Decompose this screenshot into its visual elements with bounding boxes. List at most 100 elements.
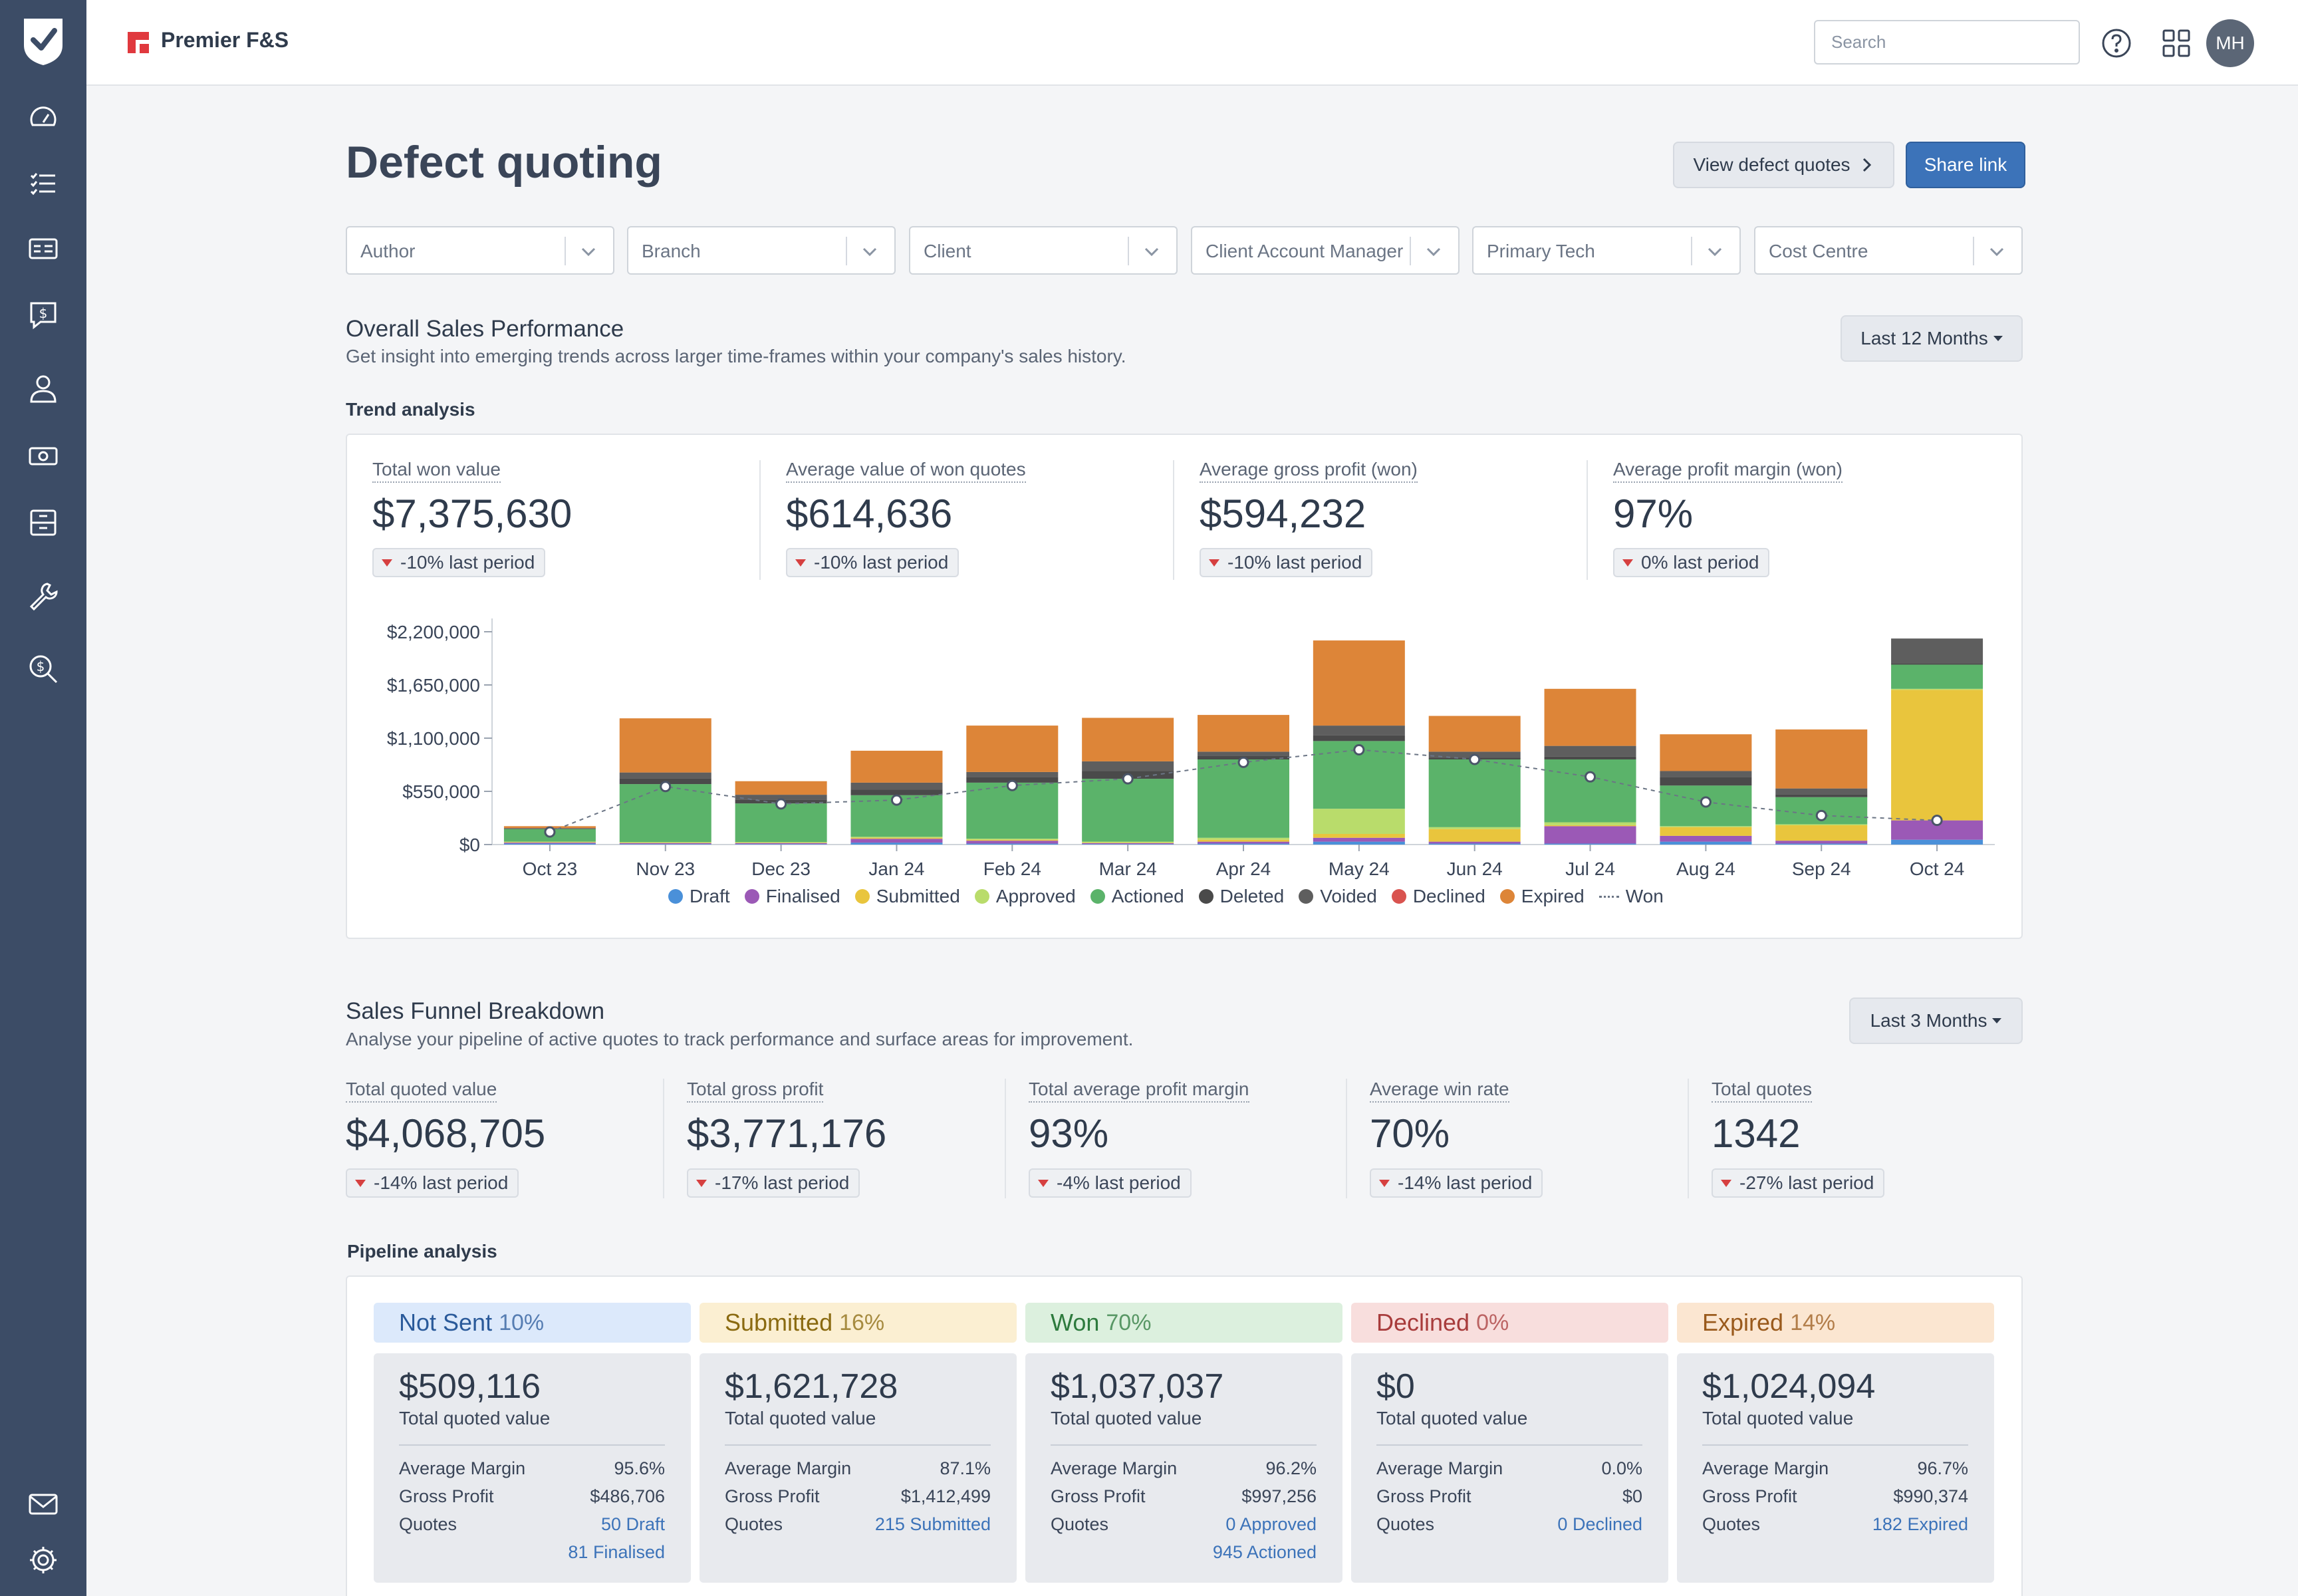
bar-segment [850,789,943,795]
kpi-change-badge: 0% last period [1613,548,1770,577]
quote-bubble-icon[interactable]: $ [26,298,61,332]
view-defect-quotes-button[interactable]: View defect quotes [1673,142,1894,188]
filter-select[interactable]: Client [909,226,1178,275]
kpi-change-text: -10% last period [1227,552,1362,573]
bar-segment [1428,827,1521,829]
down-triangle-icon [1038,1180,1049,1187]
filter-label: Client [924,241,971,261]
bar-segment [1082,841,1174,843]
stage-card: $1,037,037 Total quoted value Average Marg… [1025,1353,1342,1583]
legend-label: Voided [1320,886,1377,906]
bar-segment [966,782,1059,839]
page-title: Defect quoting [346,137,662,188]
funnel-kpi-divider [663,1079,664,1198]
bar-segment [1775,824,1868,825]
quotes-label: Quotes [725,1514,783,1534]
quotes-link[interactable]: 0 Approved [1225,1514,1317,1534]
kpi-change-badge: -10% last period [372,548,546,577]
kpi-label: Average gross profit (won) [1200,459,1418,483]
legend-item[interactable]: Approved [974,886,1076,907]
quotes-link-secondary[interactable]: 81 Finalised [568,1542,665,1562]
bar-segment [1891,690,1983,821]
filter-select[interactable]: Client Account Manager [1191,226,1460,275]
kpi-change-badge: -10% last period [1200,548,1373,577]
bar-segment [619,843,711,845]
bar-segment [966,843,1059,845]
legend-label: Actioned [1111,886,1184,906]
bar-segment [1313,726,1405,735]
stage-gp-row: Gross Profit $0 [1376,1486,1642,1507]
bar-segment [966,839,1059,841]
legend-item[interactable]: Submitted [854,886,960,907]
funnel-kpi-label: Total average profit margin [1029,1079,1249,1103]
settings-icon[interactable] [26,1543,61,1577]
filter-select[interactable]: Primary Tech [1472,226,1741,275]
filter-select[interactable]: Cost Centre [1754,226,2023,275]
quotes-link[interactable]: 50 Draft [600,1514,665,1534]
funnel-period-label: Last 3 Months [1870,1010,1987,1031]
filter-select[interactable]: Branch [627,226,896,275]
bar-segment [1544,759,1636,823]
legend-item[interactable]: Expired [1499,886,1585,907]
legend-label: Submitted [876,886,960,906]
legend-item[interactable]: Draft [668,886,730,907]
bar-segment [850,839,943,843]
gross-profit-label: Gross Profit [399,1486,494,1506]
search-dollar-icon[interactable]: $ [26,652,61,686]
x-tick-label: Oct 24 [1910,859,1964,879]
bar-segment [619,844,711,845]
won-point [1469,753,1481,765]
overall-period-dropdown[interactable]: Last 12 Months [1841,315,2023,362]
apps-grid-icon[interactable] [2160,27,2193,60]
bar-segment [1082,718,1174,761]
archive-icon[interactable] [26,505,61,540]
id-card-icon[interactable] [26,231,61,266]
stage-divider [1376,1444,1642,1446]
legend-item[interactable]: Declined [1391,886,1485,907]
legend-item[interactable]: Finalised [744,886,840,907]
legend-label: Expired [1521,886,1585,906]
funnel-period-dropdown[interactable]: Last 3 Months [1849,998,2023,1044]
chevron-down-icon [1987,242,2006,261]
funnel-section-subtitle: Analyse your pipeline of active quotes t… [346,1029,1134,1049]
cash-icon[interactable] [26,439,61,473]
filter-divider [1410,237,1411,265]
gross-profit-value: $1,412,499 [900,1486,991,1506]
legend-item[interactable]: Actioned [1090,886,1184,907]
down-triangle-icon [696,1180,707,1187]
task-list-icon[interactable] [26,166,61,201]
quotes-link-secondary[interactable]: 945 Actioned [1212,1542,1317,1562]
funnel-kpi-label: Total quoted value [346,1079,497,1103]
quotes-link[interactable]: 215 Submitted [874,1514,991,1534]
stage-gp-row: Gross Profit $990,374 [1702,1486,1968,1507]
app-logo-icon[interactable] [21,16,65,66]
share-link-button[interactable]: Share link [1906,142,2025,188]
legend-item[interactable]: Deleted [1198,886,1284,907]
user-icon[interactable] [26,371,61,406]
search-input[interactable] [1814,20,2080,65]
avatar[interactable]: MH [2206,19,2254,67]
x-tick-label: Mar 24 [1099,859,1157,879]
bar-segment [1775,843,1868,845]
quotes-link[interactable]: 182 Expired [1872,1514,1968,1534]
funnel-kpi-divider [1688,1079,1689,1198]
bar-segment [619,842,711,843]
help-icon[interactable] [2100,27,2133,60]
funnel-kpi-divider [1346,1079,1347,1198]
legend-item[interactable]: Voided [1299,886,1377,907]
quotes-label: Quotes [1702,1514,1761,1534]
gross-profit-value: $486,706 [590,1486,665,1506]
filter-select[interactable]: Author [346,226,614,275]
dashboard-icon[interactable] [26,101,61,136]
bar-segment [735,803,827,843]
margin-value: 0.0% [1601,1458,1642,1478]
wrench-icon[interactable] [26,579,61,613]
overall-section-subtitle: Get insight into emerging trends across … [346,346,1126,366]
legend-item[interactable]: Won [1598,886,1664,907]
stage-name: Declined [1376,1309,1470,1336]
quotes-link[interactable]: 0 Declined [1557,1514,1642,1534]
legend-swatch [668,889,683,904]
bar-segment [966,841,1059,844]
gross-profit-value: $0 [1622,1486,1642,1506]
mail-icon[interactable] [26,1487,61,1522]
